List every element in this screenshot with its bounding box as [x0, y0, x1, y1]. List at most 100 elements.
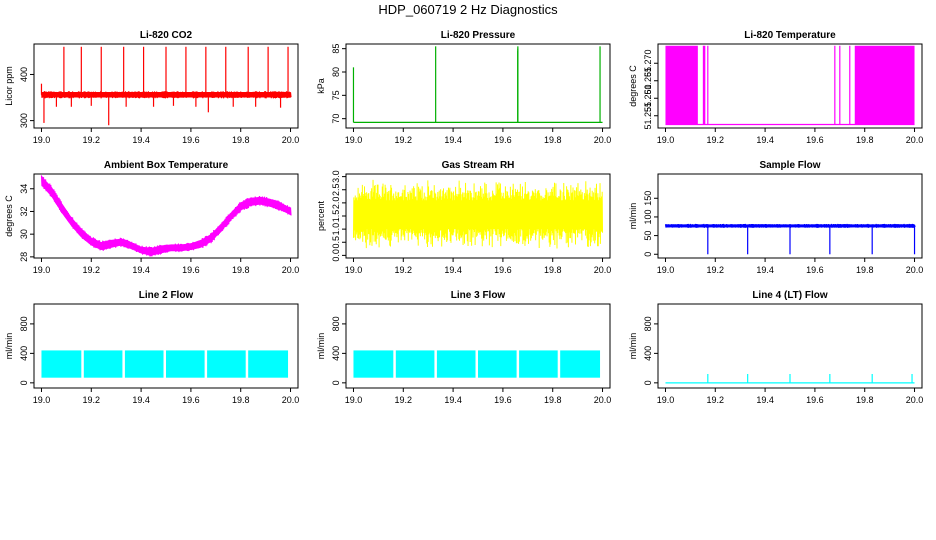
y-tick-label: 400 [19, 67, 29, 82]
x-axis: 19.0 19.2 19.4 19.6 19.8 20.0 [33, 388, 300, 405]
y-tick-label: 51.270 [643, 49, 653, 77]
x-tick-label: 19.4 [132, 135, 150, 145]
data-block [854, 45, 915, 125]
plot-frame [657, 173, 923, 259]
y-tick-label: 30 [19, 229, 29, 239]
x-tick-label: 20.0 [282, 265, 300, 275]
data-block [702, 45, 706, 125]
y-tick-label: 100 [643, 209, 653, 224]
x-tick-label: 19.8 [544, 395, 562, 405]
data-layer [353, 350, 601, 378]
x-tick-label: 19.4 [444, 135, 462, 145]
x-tick-label: 19.0 [345, 395, 363, 405]
data-block [478, 350, 517, 378]
panel-gas-stream-rh: Gas Stream RH 19.0 19.2 19.4 19.6 19.8 20.0 0.0… [316, 160, 611, 275]
y-axis-label: ml/min [628, 333, 638, 360]
x-tick-label: 19.0 [33, 395, 51, 405]
x-tick-label: 19.0 [657, 135, 675, 145]
x-tick-label: 19.6 [494, 135, 512, 145]
panel-title: Ambient Box Temperature [104, 160, 229, 171]
data-block [519, 350, 558, 378]
y-axis-label: ml/min [316, 333, 326, 360]
panel-title: Li-820 Pressure [441, 30, 516, 41]
x-axis: 19.0 19.2 19.4 19.6 19.8 20.0 [657, 258, 923, 275]
data-block [124, 350, 164, 378]
x-tick-label: 19.8 [232, 395, 250, 405]
y-tick-label: 1.5 [331, 210, 341, 223]
x-tick-label: 19.6 [182, 135, 200, 145]
series-band-fill [41, 176, 291, 256]
y-axis: 300 400 [19, 67, 34, 128]
x-tick-label: 19.6 [806, 265, 824, 275]
y-axis-label: kPa [316, 78, 326, 94]
x-tick-label: 20.0 [594, 395, 612, 405]
panel-title: Li-820 Temperature [744, 30, 836, 41]
x-tick-label: 20.0 [906, 395, 924, 405]
x-tick-label: 19.8 [232, 265, 250, 275]
x-tick-label: 19.0 [33, 135, 51, 145]
y-axis-label: ml/min [4, 333, 14, 360]
y-tick-label: 80 [331, 67, 341, 77]
x-tick-label: 19.8 [856, 135, 874, 145]
x-tick-label: 19.2 [83, 135, 101, 145]
data-block [166, 350, 205, 378]
data-block [395, 350, 435, 378]
x-axis: 19.0 19.2 19.4 19.6 19.8 20.0 [33, 258, 300, 275]
data-layer [40, 46, 292, 126]
y-tick-label: 1.0 [331, 223, 341, 236]
panel-line-3-flow: Line 3 Flow 19.0 19.2 19.4 19.6 19.8 20.0 0 400 8… [316, 290, 611, 405]
y-tick-label: 2.0 [331, 197, 341, 210]
y-tick-label: 0.5 [331, 236, 341, 249]
y-axis: 28 30 32 34 [19, 184, 34, 262]
data-block [665, 45, 698, 125]
panel-li820-co2: Li-820 CO2 19.0 19.2 19.4 19.6 19.8 20.0 300 400… [4, 30, 299, 145]
series-noise-core [353, 200, 603, 230]
x-tick-label: 19.0 [345, 265, 363, 275]
x-tick-label: 19.4 [444, 395, 462, 405]
y-tick-label: 50 [643, 231, 653, 241]
plot-frame [33, 43, 299, 129]
x-tick-label: 19.8 [856, 265, 874, 275]
x-tick-label: 19.6 [806, 395, 824, 405]
x-tick-label: 20.0 [594, 135, 612, 145]
x-tick-label: 19.0 [345, 135, 363, 145]
panel-title: Gas Stream RH [442, 160, 515, 171]
series-band-fill [41, 92, 291, 98]
data-layer [352, 46, 603, 124]
y-axis: 0.00.51.01.52.02.53.0 [331, 170, 346, 262]
y-tick-label: 0 [643, 252, 653, 257]
y-tick-label: 400 [643, 346, 653, 361]
x-tick-label: 19.6 [182, 265, 200, 275]
y-tick-label: 70 [331, 114, 341, 124]
y-tick-label: 34 [19, 184, 29, 194]
x-tick-label: 20.0 [282, 395, 300, 405]
panel-line-2-flow: Line 2 Flow 19.0 19.2 19.4 19.6 19.8 20.0 0 400 8… [4, 290, 299, 405]
plot-frame [33, 173, 299, 259]
y-tick-label: 0.0 [331, 249, 341, 262]
y-axis: 0 400 800 [331, 316, 346, 385]
data-layer [665, 45, 915, 126]
x-tick-label: 19.0 [33, 265, 51, 275]
y-tick-label: 0 [19, 380, 29, 385]
x-tick-label: 20.0 [906, 135, 924, 145]
x-axis: 19.0 19.2 19.4 19.6 19.8 20.0 [345, 258, 611, 275]
panel-title: Line 4 (LT) Flow [752, 290, 828, 301]
x-tick-label: 19.4 [756, 265, 774, 275]
series-band [40, 175, 292, 257]
x-axis: 19.0 19.2 19.4 19.6 19.8 20.0 [657, 388, 924, 405]
y-tick-label: 32 [19, 206, 29, 216]
y-tick-label: 800 [19, 316, 29, 331]
y-axis: 0 400 800 [19, 316, 34, 385]
y-axis-label: ml/min [628, 203, 638, 230]
y-axis-label: degrees C [4, 195, 14, 237]
x-tick-label: 19.4 [132, 395, 150, 405]
x-tick-label: 20.0 [282, 135, 300, 145]
x-tick-label: 19.6 [494, 395, 512, 405]
data-block [248, 350, 289, 378]
y-tick-label: 51.255 [643, 102, 653, 130]
panel-line-4-lt-flow: Line 4 (LT) Flow 19.0 19.2 19.4 19.6 19.8 20.0… [628, 290, 923, 405]
x-tick-label: 19.4 [756, 135, 774, 145]
